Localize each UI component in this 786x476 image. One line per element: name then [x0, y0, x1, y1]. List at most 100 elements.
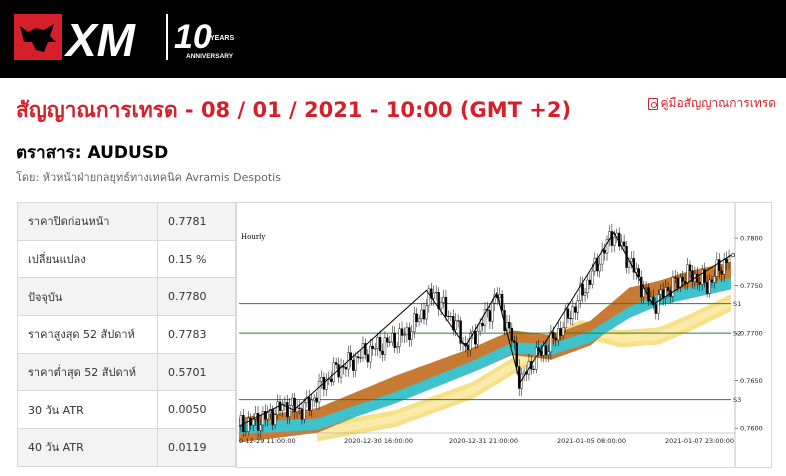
candle-body [339, 365, 343, 378]
author-line: โดย: หัวหน้าฝ่ายกลยุทธ์ทางเทคนิค Avramis… [16, 171, 281, 184]
candle-body [295, 407, 299, 413]
candle-body [600, 249, 604, 265]
zigzag-polyline [238, 231, 732, 427]
candle-body [330, 378, 333, 382]
x-tick-label: 2021-01-05 08:00:00 [557, 437, 626, 445]
candle-body [705, 282, 709, 294]
cyan-band [239, 278, 731, 434]
candle-body [639, 276, 643, 298]
candle-body [291, 397, 294, 406]
candle-body [266, 412, 269, 420]
candle-body [696, 273, 699, 283]
candle-body [554, 337, 557, 341]
candle-body [417, 318, 421, 323]
x-tick-label: 0-12-29 11:00:00 [239, 437, 296, 445]
candle-body [515, 342, 518, 367]
candle-body [610, 231, 614, 246]
candle-body [708, 279, 711, 294]
stat-label: เปลี่ยนแปลง [17, 239, 158, 279]
candle-body [344, 366, 348, 370]
support-label: S1 [733, 300, 741, 308]
stat-label: ราคาสูงสุด 52 สัปดาห์ [17, 315, 158, 354]
candle-body [588, 279, 592, 285]
stat-value: 0.7783 [157, 315, 236, 354]
candle-body [293, 397, 296, 413]
candle-body [659, 289, 662, 295]
candle-body [722, 258, 726, 275]
candle-body [522, 371, 526, 375]
candle-body [686, 264, 689, 284]
candle-body [703, 269, 706, 283]
stat-value: 0.0050 [157, 390, 236, 430]
candle-body [478, 323, 482, 332]
indicator-bands [239, 261, 731, 443]
site-header: XM 10 YEARS ANNIVERSARY [0, 0, 786, 78]
x-tick-label: 2020-12-30 16:00:00 [344, 437, 413, 445]
candle-body [598, 263, 601, 272]
candle-body [356, 356, 360, 358]
guide-link-label: คู่มือสัญญาณการเทรด [660, 96, 777, 110]
candle-body [459, 320, 462, 344]
support-label: S2 [733, 330, 741, 338]
candle-body [474, 331, 477, 345]
candle-body [725, 258, 728, 263]
stat-value: 0.5701 [157, 352, 236, 392]
candle-body [391, 333, 394, 343]
candle-body [488, 310, 492, 322]
candle-body [561, 327, 565, 336]
candle-body [683, 281, 687, 284]
candle-body [264, 411, 267, 420]
candle-body [422, 309, 426, 320]
candle-body [320, 377, 323, 382]
candle-body [498, 294, 501, 299]
candle-body [256, 413, 260, 431]
candle-body [654, 304, 658, 314]
candle-body [664, 287, 667, 299]
candle-body [718, 259, 721, 272]
candle-body [381, 350, 384, 355]
y-tick-label: 0.7650 [740, 377, 763, 385]
candle-body [310, 399, 313, 411]
candle-body [456, 320, 460, 322]
candle-body [715, 259, 719, 277]
y-tick-label: 0.7600 [740, 425, 763, 433]
logo-text: XM [63, 14, 137, 64]
candle-body [312, 397, 316, 401]
candle-body [701, 269, 704, 285]
candle-body [452, 316, 455, 331]
candle-body [552, 331, 555, 339]
candle-body [410, 331, 413, 340]
candle-body [420, 309, 423, 320]
candle-body [273, 414, 277, 426]
candle-body [578, 283, 582, 301]
candle-body [249, 417, 252, 426]
candle-body [408, 327, 411, 340]
candle-body [398, 328, 401, 347]
candle-body [586, 279, 589, 294]
candle-body [454, 320, 457, 331]
candle-body [361, 343, 365, 359]
candle-body [439, 301, 443, 310]
x-tick-label: 2021-01-07 23:00:00 [665, 437, 734, 445]
candle-body [559, 328, 562, 336]
table-row: ราคาต่ำสุด 52 สัปดาห์ 0.5701 [17, 352, 236, 392]
candle-body [727, 256, 731, 263]
candle-body [630, 258, 633, 262]
candle-body [720, 270, 723, 275]
candle-body [427, 288, 431, 307]
candle-body [371, 345, 374, 349]
candle-body [300, 408, 304, 420]
candle-body [603, 249, 606, 254]
xm-logo[interactable]: XM 10 YEARS ANNIVERSARY [14, 12, 244, 64]
candle-body [583, 292, 587, 296]
candle-body [574, 306, 577, 313]
candle-body [605, 239, 609, 254]
candle-body [425, 305, 428, 320]
candle-body [613, 237, 616, 246]
candle-body [576, 300, 579, 313]
candle-body [481, 323, 484, 327]
timeframe-label: Hourly [241, 233, 265, 241]
trading-signals-guide-link[interactable]: คู่มือสัญญาณการเทรด [647, 94, 777, 113]
zigzag-line [238, 231, 732, 427]
table-row: ราคาสูงสุด 52 สัปดาห์ 0.7783 [17, 315, 236, 354]
